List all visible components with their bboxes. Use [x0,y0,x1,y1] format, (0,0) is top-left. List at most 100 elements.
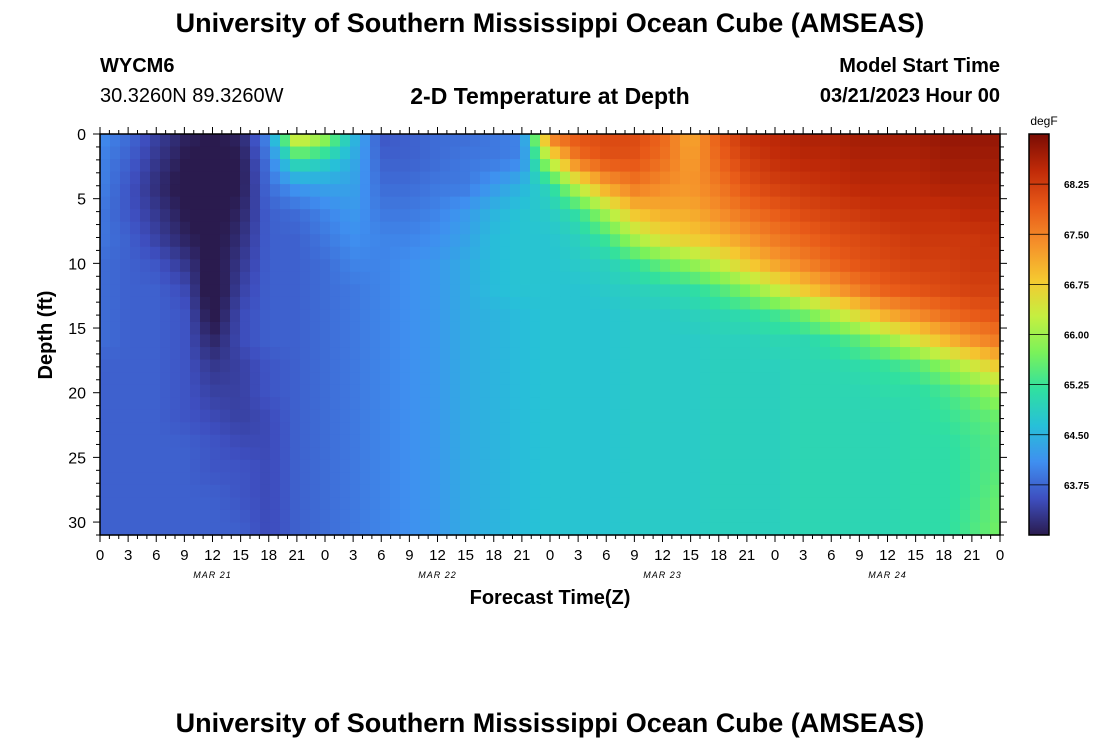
heatmap-cell [340,372,351,386]
heatmap-cell [320,372,331,386]
heatmap-cell [310,296,321,311]
heatmap-cell [770,397,781,411]
heatmap-cell [780,209,791,223]
heatmap-cell [420,271,431,285]
heatmap-cell [890,284,901,298]
heatmap-cell [950,472,961,486]
heatmap-cell [830,134,841,148]
heatmap-cell [570,522,581,536]
heatmap-cell [610,159,621,173]
heatmap-cell [500,171,511,185]
heatmap-cell [700,246,711,260]
heatmap-cell [600,309,611,323]
heatmap-cell [670,334,681,348]
heatmap-cell [230,271,241,285]
heatmap-cell [120,359,131,373]
heatmap-cell [730,497,741,511]
heatmap-cell [370,296,381,311]
heatmap-cell [640,246,651,260]
heatmap-cell [940,171,951,185]
heatmap-cell [440,522,451,536]
heatmap-cell [270,296,281,311]
heatmap-cell [830,159,841,173]
heatmap-cell [690,447,701,461]
heatmap-cell [300,296,311,311]
heatmap-cell [440,221,451,235]
heatmap-cell [420,384,431,398]
heatmap-cell [500,284,511,298]
heatmap-cell [770,509,781,524]
heatmap-cell [560,484,571,499]
heatmap-cell [820,472,831,486]
heatmap-cell [770,422,781,436]
heatmap-cell [200,146,211,160]
heatmap-cell [920,321,931,336]
heatmap-cell [370,434,381,448]
heatmap-cell [280,296,291,311]
heatmap-cell [660,309,671,323]
heatmap-cell [470,284,481,298]
heatmap-cell [910,309,921,323]
heatmap-cell [260,309,271,323]
heatmap-cell [150,434,161,448]
heatmap-cell [260,434,271,448]
heatmap-cell [450,409,461,423]
heatmap-cell [650,309,661,323]
heatmap-cell [340,246,351,260]
heatmap-cell [660,472,671,486]
heatmap-cell [250,334,261,348]
heatmap-cell [830,146,841,160]
heatmap-cell [750,321,761,336]
heatmap-cell [640,347,651,361]
heatmap-cell [420,472,431,486]
heatmap-cell [490,134,501,148]
heatmap-cell [660,372,671,386]
heatmap-cell [140,159,151,173]
heatmap-cell [300,309,311,323]
heatmap-cell [900,422,911,436]
heatmap-cell [660,497,671,511]
heatmap-cell [990,134,1001,148]
heatmap-cell [710,184,721,198]
heatmap-cell [540,271,551,285]
heatmap-cell [850,472,861,486]
heatmap-cell [970,372,981,386]
heatmap-cell [320,296,331,311]
heatmap-cell [160,409,171,423]
heatmap-cell [740,221,751,235]
heatmap-cell [490,509,501,524]
heatmap-cell [720,422,731,436]
heatmap-cell [740,334,751,348]
heatmap-cell [250,134,261,148]
colorbar-unit: degF [1030,114,1057,128]
heatmap-cell [810,321,821,336]
heatmap-cell [510,321,521,336]
heatmap-cell [400,284,411,298]
heatmap-cell [910,372,921,386]
heatmap-cell [690,146,701,160]
heatmap-cell [170,409,181,423]
heatmap-cell [280,459,291,473]
heatmap-cell [980,347,991,361]
heatmap-cell [100,334,111,348]
heatmap-cell [910,209,921,223]
heatmap-cell [360,422,371,436]
heatmap-cell [690,159,701,173]
heatmap-cell [800,234,811,248]
model-start-label: Model Start Time [839,55,1000,77]
heatmap-cell [180,321,191,336]
heatmap-cell [600,334,611,348]
heatmap-cell [810,309,821,323]
heatmap-cell [790,359,801,373]
heatmap-cell [470,422,481,436]
heatmap-cell [900,372,911,386]
heatmap-cell [960,447,971,461]
heatmap-cell [220,447,231,461]
heatmap-cell [450,184,461,198]
heatmap-cell [140,497,151,511]
heatmap-cell [380,472,391,486]
heatmap-cell [290,271,301,285]
heatmap-cell [470,484,481,499]
heatmap-cell [400,347,411,361]
heatmap-cell [780,459,791,473]
